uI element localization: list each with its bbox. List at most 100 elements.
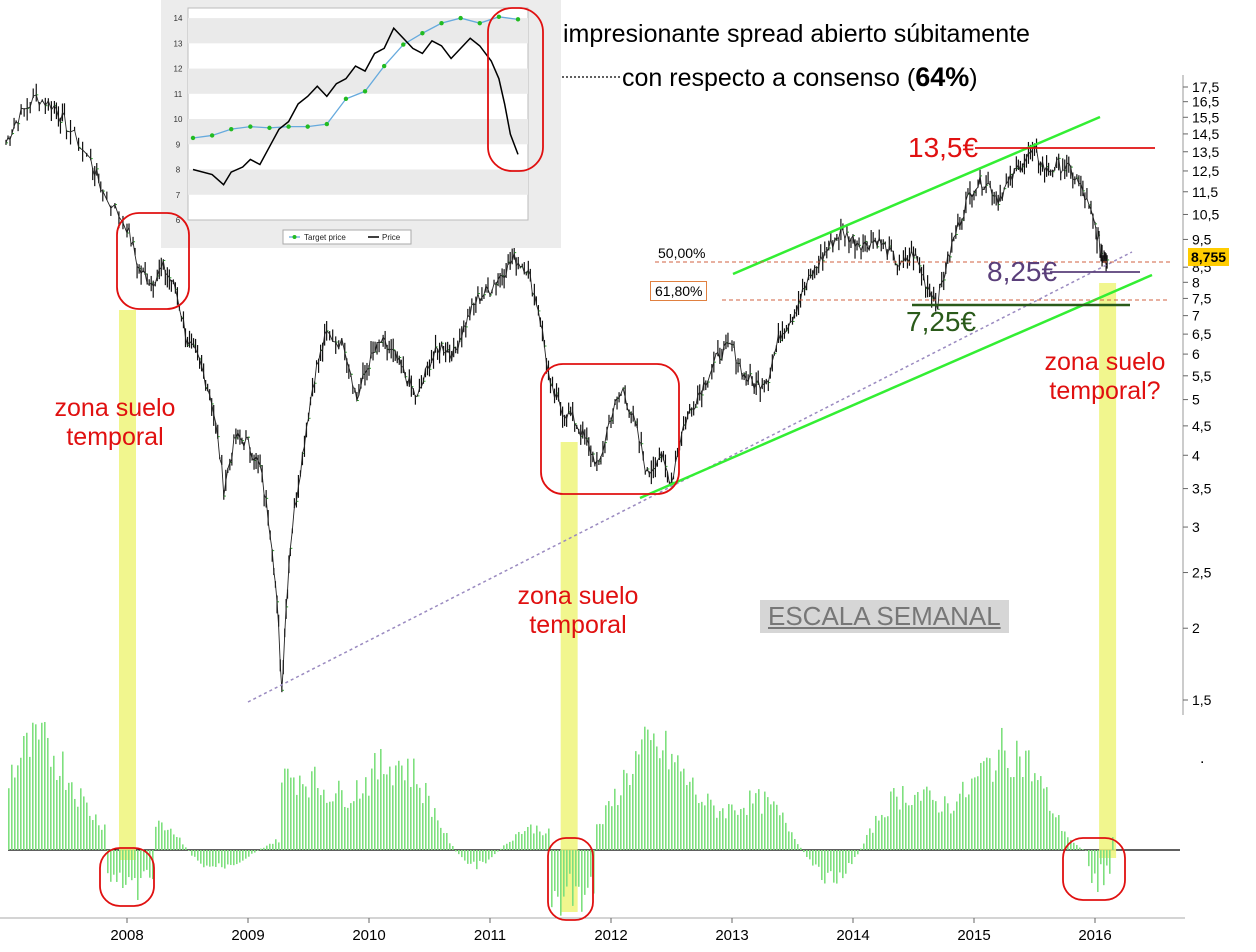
volume-bar: [512, 840, 514, 850]
volume-bar: [368, 795, 370, 850]
volume-bar: [65, 789, 67, 850]
volume-bar: [599, 823, 601, 850]
volume-bar: [431, 816, 433, 850]
volume-bar: [569, 850, 571, 874]
volume-bar: [1070, 839, 1072, 850]
volume-bar: [68, 782, 70, 850]
inset-target-point: [439, 20, 444, 26]
volume-bar: [830, 850, 832, 872]
y-tick-label: 5,5: [1192, 368, 1212, 384]
volume-bar: [677, 755, 679, 850]
highlight-bar: [119, 310, 136, 860]
volume-bar: [746, 814, 748, 850]
volume-bar: [794, 838, 796, 850]
volume-bar: [626, 773, 628, 850]
volume-bar: [272, 843, 274, 850]
volume-bar: [59, 775, 61, 850]
volume-bar: [728, 804, 730, 850]
circle-vol-2008: [99, 847, 155, 907]
volume-bar: [854, 850, 856, 857]
volume-bar: [845, 850, 847, 874]
volume-bar: [392, 785, 394, 850]
volume-bar: [80, 788, 82, 850]
fib-618-label: 61,80%: [650, 281, 708, 301]
volume-bar: [866, 834, 868, 850]
volume-bar: [497, 850, 499, 852]
volume-bar: [200, 850, 202, 864]
volume-bar: [665, 730, 667, 850]
volume-bar: [554, 850, 556, 891]
price-label-8-25: 8,25€: [987, 256, 1058, 287]
inset-band: [188, 68, 528, 94]
inset-y-tick-label: 11: [174, 90, 183, 99]
trend-lines: [247, 73, 1170, 703]
volume-bar: [953, 810, 955, 850]
volume-bar: [617, 805, 619, 850]
volume-bar: [701, 801, 703, 850]
volume-bar: [1007, 767, 1009, 850]
volume-bar: [1043, 788, 1045, 850]
volume-bar: [455, 850, 457, 852]
volume-bar: [425, 782, 427, 850]
volume-bar: [755, 793, 757, 850]
volume-bar: [131, 850, 133, 881]
volume-bar: [1049, 810, 1051, 850]
volume-bar: [707, 793, 709, 850]
volume-bar: [656, 746, 658, 850]
volume-bar: [875, 815, 877, 850]
volume-bar: [398, 760, 400, 850]
volume-bar: [347, 807, 349, 850]
volume-bar: [128, 850, 130, 878]
volume-bar: [1094, 850, 1096, 874]
inset-target-point: [305, 124, 310, 129]
volume-bar: [284, 768, 286, 850]
volume-bar: [797, 844, 799, 850]
inset-y-tick-label: 6: [176, 216, 181, 225]
volume-bar: [416, 784, 418, 850]
volume-bar: [485, 850, 487, 864]
volume-bar: [683, 768, 685, 850]
volume-bar: [902, 786, 904, 850]
volume-bar: [749, 790, 751, 850]
inset-target-point: [343, 96, 349, 102]
volume-bar: [1079, 847, 1081, 850]
volume-bar: [23, 736, 25, 850]
volume-bar: [395, 765, 397, 850]
volume-bar: [818, 850, 820, 867]
y-tick-label: 2,5: [1192, 565, 1212, 581]
zona-label-2-line1: zona suelo: [517, 582, 639, 610]
volume-bar: [239, 850, 241, 863]
scale-label: ESCALA SEMANAL: [760, 600, 1009, 633]
volume-bar: [479, 850, 481, 861]
volume-bar: [188, 850, 190, 851]
volume-bar: [20, 757, 22, 850]
volume-bar: [155, 826, 157, 850]
zona-label-1-line1: zona suelo: [54, 394, 176, 422]
volume-bar: [449, 843, 451, 850]
volume-bar: [359, 798, 361, 850]
volume-bar: [407, 758, 409, 850]
volume-bar: [1040, 776, 1042, 850]
volume-bar: [968, 794, 970, 850]
volume-bar: [107, 850, 109, 874]
volume-bar: [152, 850, 154, 880]
volume-bar: [878, 820, 880, 850]
volume-bar: [851, 850, 853, 865]
spread-percent: 64%: [915, 62, 970, 92]
volume-bar: [143, 850, 145, 872]
volume-bar: [440, 827, 442, 850]
volume-bar: [350, 803, 352, 850]
volume-bar: [1004, 750, 1006, 850]
volume-bar: [287, 768, 289, 850]
inset-target-point: [362, 89, 368, 94]
spread-text-pre: con respecto a consenso (: [622, 64, 916, 92]
circle-vol-2011: [547, 837, 594, 921]
volume-bar: [938, 812, 940, 850]
volume-bar: [833, 850, 835, 883]
volume-bar: [572, 850, 574, 906]
volume-bar: [470, 850, 472, 864]
volume-bar: [95, 814, 97, 850]
volume-bar: [644, 726, 646, 850]
y-tick-label: 15,5: [1192, 109, 1219, 125]
